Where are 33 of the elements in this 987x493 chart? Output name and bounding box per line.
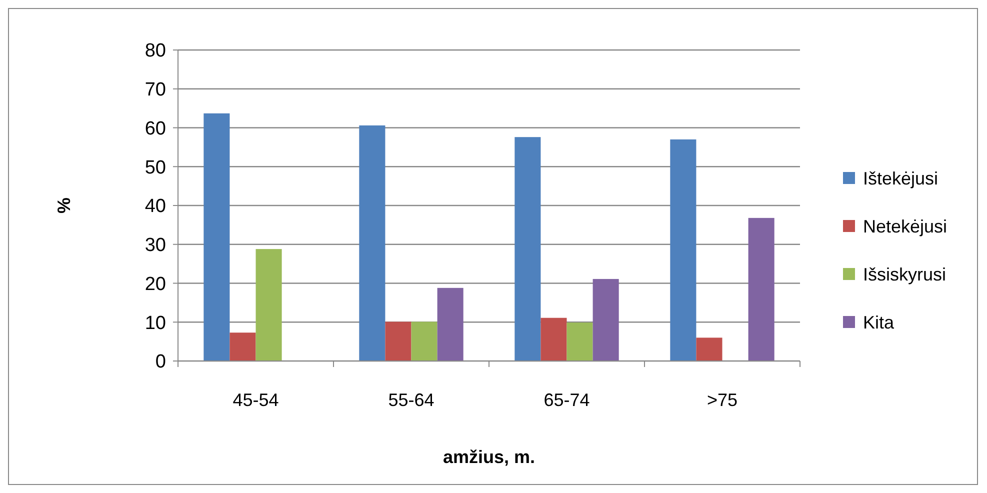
bar <box>411 322 438 361</box>
legend-label: Kita <box>863 312 896 332</box>
bar <box>256 249 282 361</box>
y-tick-label: 40 <box>144 196 166 218</box>
bar <box>204 113 230 361</box>
legend-label: Ištekėjusi <box>863 168 938 188</box>
y-tick-label: 20 <box>144 274 166 295</box>
bar <box>748 218 774 361</box>
bar <box>592 278 619 361</box>
legend-label: Netekėjusi <box>863 216 948 236</box>
bar <box>385 322 412 361</box>
x-tick-label: 55-64 <box>388 390 434 410</box>
y-tick-label: 0 <box>155 352 166 373</box>
bar <box>359 125 386 361</box>
y-tick-label: 50 <box>144 157 166 178</box>
bar <box>514 137 541 361</box>
x-tick-label: >75 <box>706 390 738 410</box>
bar <box>670 139 696 361</box>
x-tick-label: 65-74 <box>544 390 590 410</box>
y-tick-label: 80 <box>144 40 166 62</box>
y-tick-label: 70 <box>144 80 166 101</box>
bar <box>230 332 256 361</box>
x-tick-label: 45-54 <box>232 390 279 410</box>
y-tick-label: 30 <box>144 235 166 256</box>
bar <box>566 322 593 361</box>
x-axis-title: amžius, m. <box>442 447 536 467</box>
y-tick-label: 10 <box>144 312 166 334</box>
bar <box>540 318 567 361</box>
y-tick-label: 60 <box>144 118 166 140</box>
bar <box>696 338 722 361</box>
bar <box>437 288 464 361</box>
y-axis-title: % <box>54 197 74 214</box>
legend-label: Išsiskyrusi <box>863 264 946 284</box>
